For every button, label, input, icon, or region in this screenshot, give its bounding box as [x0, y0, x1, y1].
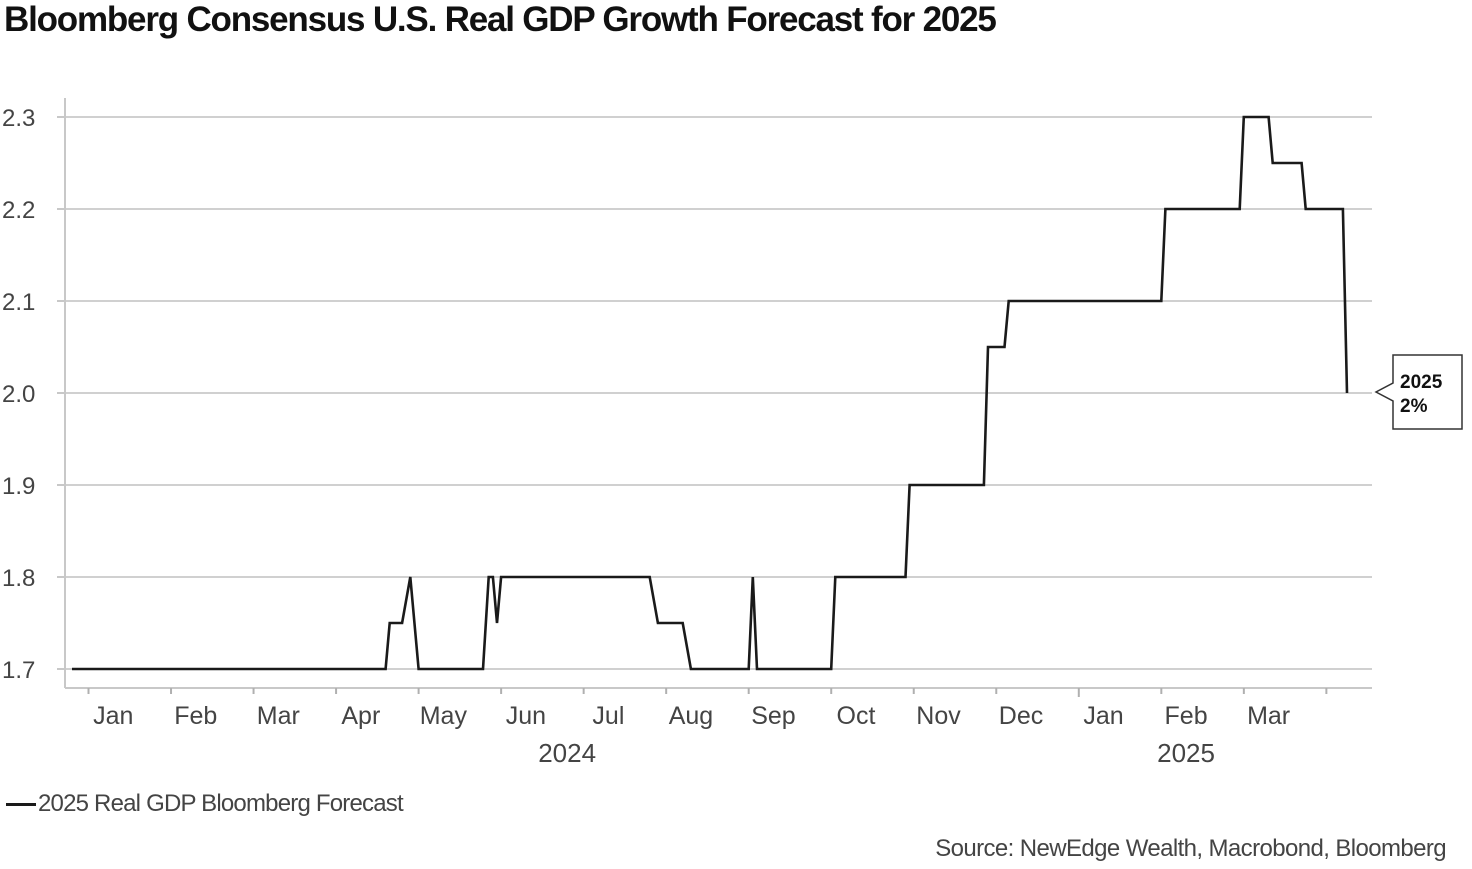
- x-month-label: Apr: [341, 702, 380, 730]
- x-month-label: Mar: [257, 702, 300, 730]
- callout-year: 2025: [1400, 372, 1443, 393]
- series-layer: [72, 115, 1349, 671]
- x-ticks: [87, 688, 1328, 697]
- legend-swatch: [6, 802, 36, 806]
- y-tick-label: 2.3: [2, 105, 35, 132]
- x-month-label: Nov: [916, 702, 961, 730]
- legend-label: 2025 Real GDP Bloomberg Forecast: [38, 790, 404, 817]
- series-line: [72, 115, 1349, 671]
- x-month-label: Mar: [1247, 702, 1290, 730]
- axes: [64, 98, 1372, 689]
- x-month-label: Feb: [1165, 702, 1208, 730]
- callout-box: [1374, 354, 1463, 430]
- y-tick-labels: 2.3 2.2 2.1 2.0 1.9 1.8 1.7: [2, 105, 35, 684]
- gridlines: [57, 116, 1372, 670]
- source-note: Source: NewEdge Wealth, Macrobond, Bloom…: [935, 835, 1446, 862]
- y-tick-label: 2.2: [2, 197, 35, 224]
- y-tick-label: 2.1: [2, 289, 35, 316]
- callout-value: 2%: [1400, 396, 1428, 417]
- x-year-label: 2025: [1157, 738, 1215, 768]
- x-month-label: Aug: [669, 702, 713, 730]
- legend: 2025 Real GDP Bloomberg Forecast: [6, 790, 404, 818]
- y-tick-label: 1.8: [2, 565, 35, 592]
- y-tick-label: 1.7: [2, 657, 35, 684]
- x-month-label: Jan: [93, 702, 133, 730]
- x-year-label: 2024: [538, 738, 596, 768]
- x-month-labels: Jan Feb Mar Apr May Jun Jul Aug Sep Oct Nov Dec Jan F…: [93, 702, 1290, 730]
- x-month-label: May: [420, 702, 468, 730]
- y-tick-label: 1.9: [2, 473, 35, 500]
- x-month-label: Jul: [592, 702, 624, 730]
- y-tick-label: 2.0: [2, 381, 35, 408]
- last-value-callout: 2025 2%: [1374, 354, 1463, 430]
- x-month-label: Jun: [506, 702, 546, 730]
- x-month-label: Feb: [174, 702, 217, 730]
- x-year-labels: 2024 2025: [538, 738, 1215, 768]
- x-month-label: Oct: [837, 702, 876, 730]
- x-month-label: Sep: [751, 702, 795, 730]
- x-month-label: Jan: [1083, 702, 1123, 730]
- chart-title: Bloomberg Consensus U.S. Real GDP Growth…: [4, 0, 997, 39]
- x-month-label: Dec: [999, 702, 1043, 730]
